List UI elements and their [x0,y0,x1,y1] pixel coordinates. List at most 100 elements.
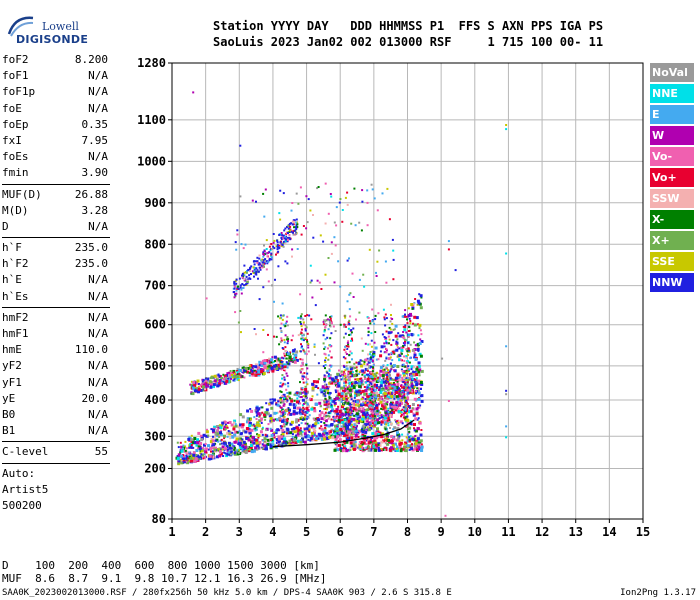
x-tick-label: 5 [303,525,310,539]
echo-point [364,398,367,400]
echo-point [381,404,385,408]
echo-point [324,326,327,329]
echo-point [262,265,265,268]
echo-point [261,263,264,266]
echo-point [293,406,296,410]
echo-point [395,348,399,352]
echo-point [398,407,401,410]
echo-point [306,383,309,386]
echo-point [352,386,356,390]
echo-point [196,379,200,383]
echo-point [369,415,372,417]
echo-point [282,419,286,423]
echo-point [388,413,391,416]
echo-point [381,434,385,438]
echo-point [248,424,252,428]
echo-point [389,320,392,323]
logo-text-digisonde: DIGISONDE [16,33,89,46]
echo-point [343,378,346,381]
echo-point [315,402,318,406]
echo-point [353,362,356,365]
param-row-b1: B1 N/A [2,423,110,439]
echo-point [248,274,251,277]
echo-point [328,369,331,372]
echo-point [316,279,319,282]
echo-point [330,377,334,381]
echo-point [413,371,415,374]
echo-point [295,218,298,221]
echo-point [255,418,258,420]
echo-point [352,432,355,435]
param-row-hf: h`F 235.0 [2,240,110,256]
echo-point [177,462,180,465]
echo-point [322,429,326,433]
echo-point [286,342,289,345]
echo-point [312,417,315,420]
echo-point [355,361,358,364]
echo-point [386,381,389,384]
echo-point [413,429,416,432]
echo-point [413,423,416,426]
echo-point [383,399,386,402]
echo-point [273,355,277,359]
echo-point [302,409,305,412]
echo-point [367,448,371,452]
echo-point [280,396,283,399]
echo-point [366,423,369,426]
echo-point [322,240,325,243]
echo-point [328,393,331,396]
echo-point [420,399,424,403]
echo-point [287,408,290,411]
echo-point [385,347,388,350]
echo-point [190,434,193,437]
echo-point [414,446,417,449]
echo-point [377,434,381,438]
echo-point [380,396,383,399]
echo-point [347,389,351,393]
echo-point [367,385,370,388]
echo-point [371,400,375,404]
echo-point [237,442,241,445]
echo-point [268,402,271,405]
echo-point [187,437,191,441]
echo-point [255,410,259,414]
echo-point [311,386,315,390]
echo-point [363,386,366,388]
echo-point [254,267,257,270]
echo-point [324,222,327,225]
echo-point [390,331,393,334]
echo-point [375,383,379,387]
echo-point [350,406,353,409]
echo-point [331,433,334,436]
echo-point [347,343,350,346]
echo-point [305,429,307,432]
echo-point [419,329,422,332]
echo-point [286,418,289,421]
echo-point [361,420,365,424]
echo-point [245,271,248,274]
echo-point [212,435,214,438]
echo-point [388,373,391,376]
param-name: hmF1 [2,327,29,340]
echo-point [358,380,360,383]
echo-point [339,447,343,451]
echo-point [267,423,270,426]
echo-point [386,411,388,414]
echo-point [194,457,198,461]
echo-point [254,363,258,367]
echo-point [354,384,357,387]
echo-point [389,414,392,417]
echo-point [283,237,286,240]
echo-point [353,441,356,444]
echo-point [397,387,400,390]
echo-point [281,367,283,370]
echo-point [223,444,226,447]
echo-point [242,440,246,444]
echo-point [302,333,305,336]
echo-point [371,422,374,425]
echo-point [375,421,379,425]
echo-point [352,443,356,447]
param-row-foe: foE N/A [2,101,110,117]
echo-point [383,316,386,319]
echo-point [323,380,326,383]
